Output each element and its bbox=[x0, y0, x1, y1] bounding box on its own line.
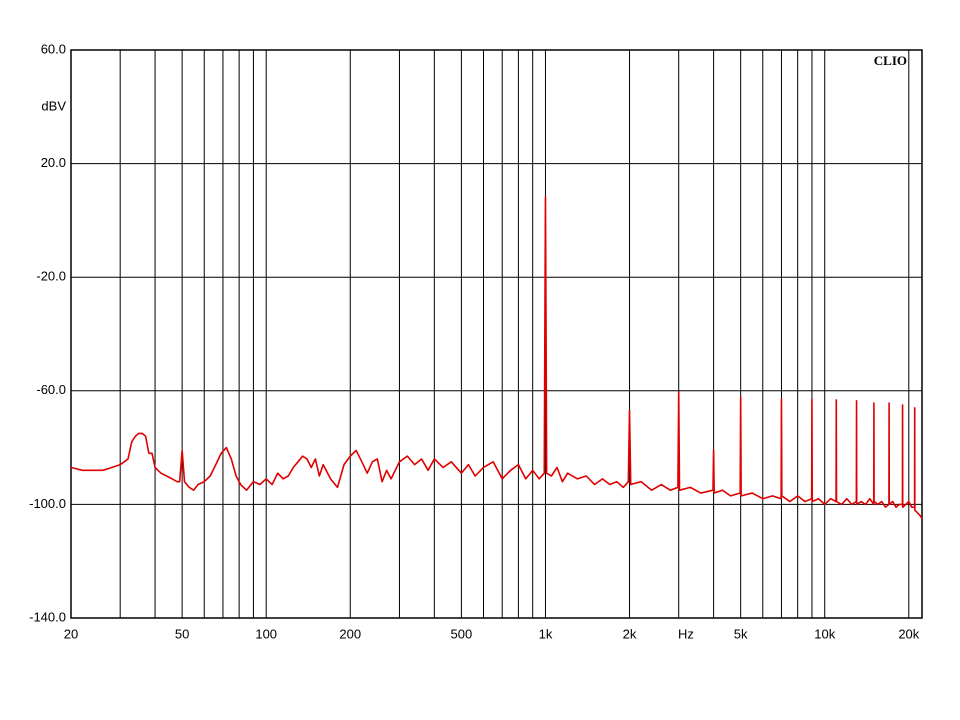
x-tick-label: 10k bbox=[814, 626, 835, 641]
x-tick-label: 500 bbox=[451, 626, 473, 641]
y-tick-label: 60.0 bbox=[41, 41, 66, 56]
y-tick-label: -100.0 bbox=[29, 496, 66, 511]
x-tick-label: 200 bbox=[339, 626, 361, 641]
x-tick-label: 1k bbox=[539, 626, 553, 641]
brand-label: CLIO bbox=[874, 53, 907, 68]
x-tick-label: 50 bbox=[175, 626, 189, 641]
x-tick-label: 20 bbox=[64, 626, 78, 641]
spectrum-line bbox=[70, 196, 923, 520]
x-tick-label: 100 bbox=[255, 626, 277, 641]
x-tick-label: 20k bbox=[898, 626, 919, 641]
y-axis-label: dBV bbox=[41, 98, 66, 113]
x-tick-label: 5k bbox=[734, 626, 748, 641]
plot-frame bbox=[70, 49, 923, 619]
x-tick-label: 2k bbox=[623, 626, 637, 641]
y-tick-label: -20.0 bbox=[36, 269, 66, 284]
x-axis-label: Hz bbox=[678, 626, 694, 641]
y-tick-label: 20.0 bbox=[41, 155, 66, 170]
y-tick-label: -60.0 bbox=[36, 382, 66, 397]
y-tick-label: -140.0 bbox=[29, 609, 66, 624]
